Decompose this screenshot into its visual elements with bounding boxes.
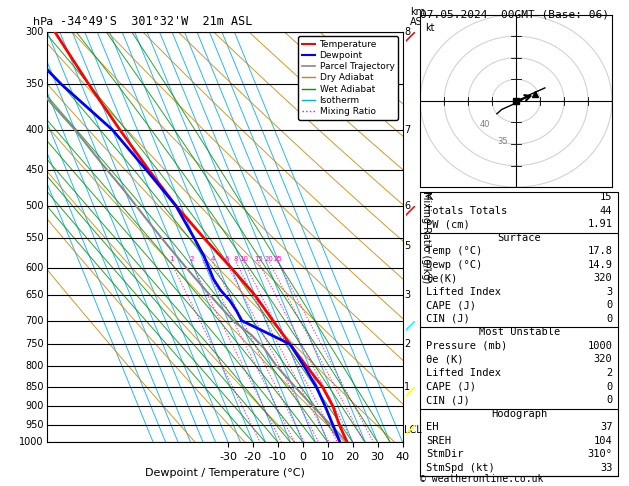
Text: 550: 550 — [25, 233, 43, 243]
Text: 0: 0 — [606, 314, 613, 324]
Text: Pressure (mb): Pressure (mb) — [426, 341, 508, 351]
Text: 10: 10 — [240, 256, 248, 262]
Text: Dewp (°C): Dewp (°C) — [426, 260, 482, 270]
Text: 15: 15 — [254, 256, 263, 262]
Text: CAPE (J): CAPE (J) — [426, 300, 476, 310]
Text: 6: 6 — [224, 256, 228, 262]
Text: 15: 15 — [600, 192, 613, 202]
Text: 20: 20 — [265, 256, 274, 262]
Text: 1: 1 — [404, 382, 411, 392]
Text: K: K — [426, 192, 432, 202]
Text: LCL: LCL — [404, 425, 422, 435]
Text: 3: 3 — [201, 256, 206, 262]
Text: 950: 950 — [25, 420, 43, 430]
Text: 650: 650 — [25, 290, 43, 300]
Text: StmDir: StmDir — [426, 449, 464, 459]
Text: SREH: SREH — [426, 435, 451, 446]
Text: 2: 2 — [189, 256, 193, 262]
Text: 33: 33 — [600, 463, 613, 473]
Text: 3: 3 — [404, 290, 411, 300]
Text: 8: 8 — [404, 27, 411, 36]
Text: 1: 1 — [169, 256, 174, 262]
Text: 1000: 1000 — [587, 341, 613, 351]
Text: PW (cm): PW (cm) — [426, 219, 470, 229]
Text: 3: 3 — [606, 287, 613, 297]
Text: Totals Totals: Totals Totals — [426, 206, 508, 215]
Text: 35: 35 — [497, 137, 508, 146]
Text: 900: 900 — [25, 401, 43, 411]
Text: Lifted Index: Lifted Index — [426, 287, 501, 297]
Text: Surface: Surface — [498, 233, 541, 243]
Text: 17.8: 17.8 — [587, 246, 613, 256]
Text: © weatheronline.co.uk: © weatheronline.co.uk — [420, 473, 543, 484]
Text: θe(K): θe(K) — [426, 273, 457, 283]
Text: 104: 104 — [594, 435, 613, 446]
Text: 320: 320 — [594, 354, 613, 364]
Text: hPa: hPa — [33, 17, 53, 28]
Text: 400: 400 — [25, 125, 43, 135]
Text: Hodograph: Hodograph — [491, 409, 547, 418]
Text: 0: 0 — [606, 382, 613, 392]
Text: 6: 6 — [404, 201, 411, 211]
Text: 44: 44 — [600, 206, 613, 215]
Text: Mixing Ratio (g/kg): Mixing Ratio (g/kg) — [421, 191, 431, 283]
Text: Temp (°C): Temp (°C) — [426, 246, 482, 256]
Text: 0: 0 — [606, 300, 613, 310]
Text: 500: 500 — [25, 201, 43, 211]
Text: 310°: 310° — [587, 449, 613, 459]
Text: θe (K): θe (K) — [426, 354, 464, 364]
Text: 450: 450 — [25, 165, 43, 175]
Text: EH: EH — [426, 422, 438, 432]
Text: 850: 850 — [25, 382, 43, 392]
Text: 4: 4 — [211, 256, 215, 262]
Legend: Temperature, Dewpoint, Parcel Trajectory, Dry Adiabat, Wet Adiabat, Isotherm, Mi: Temperature, Dewpoint, Parcel Trajectory… — [298, 36, 398, 120]
Text: 07.05.2024  00GMT (Base: 06): 07.05.2024 00GMT (Base: 06) — [420, 10, 609, 20]
Text: 350: 350 — [25, 79, 43, 89]
Text: 320: 320 — [594, 273, 613, 283]
Text: 14.9: 14.9 — [587, 260, 613, 270]
Text: 25: 25 — [274, 256, 282, 262]
Text: 300: 300 — [25, 27, 43, 36]
Text: 1000: 1000 — [19, 437, 43, 447]
Text: -34°49'S  301°32'W  21m ASL: -34°49'S 301°32'W 21m ASL — [60, 15, 252, 28]
Text: 750: 750 — [25, 339, 43, 349]
Text: 2: 2 — [404, 339, 411, 349]
Text: kt: kt — [425, 23, 435, 33]
Text: 37: 37 — [600, 422, 613, 432]
Text: 1.91: 1.91 — [587, 219, 613, 229]
Text: 2: 2 — [606, 368, 613, 378]
Text: 8: 8 — [234, 256, 238, 262]
Text: CAPE (J): CAPE (J) — [426, 382, 476, 392]
Text: 600: 600 — [25, 263, 43, 273]
Text: 5: 5 — [404, 241, 411, 251]
Text: StmSpd (kt): StmSpd (kt) — [426, 463, 495, 473]
Text: 7: 7 — [404, 125, 411, 135]
Text: Lifted Index: Lifted Index — [426, 368, 501, 378]
Text: 800: 800 — [25, 361, 43, 371]
Text: CIN (J): CIN (J) — [426, 395, 470, 405]
Text: CIN (J): CIN (J) — [426, 314, 470, 324]
Text: 700: 700 — [25, 315, 43, 326]
Text: 0: 0 — [606, 395, 613, 405]
Text: 40: 40 — [480, 120, 491, 129]
X-axis label: Dewpoint / Temperature (°C): Dewpoint / Temperature (°C) — [145, 468, 305, 478]
Text: km
ASL: km ASL — [409, 7, 428, 28]
Text: Most Unstable: Most Unstable — [479, 328, 560, 337]
